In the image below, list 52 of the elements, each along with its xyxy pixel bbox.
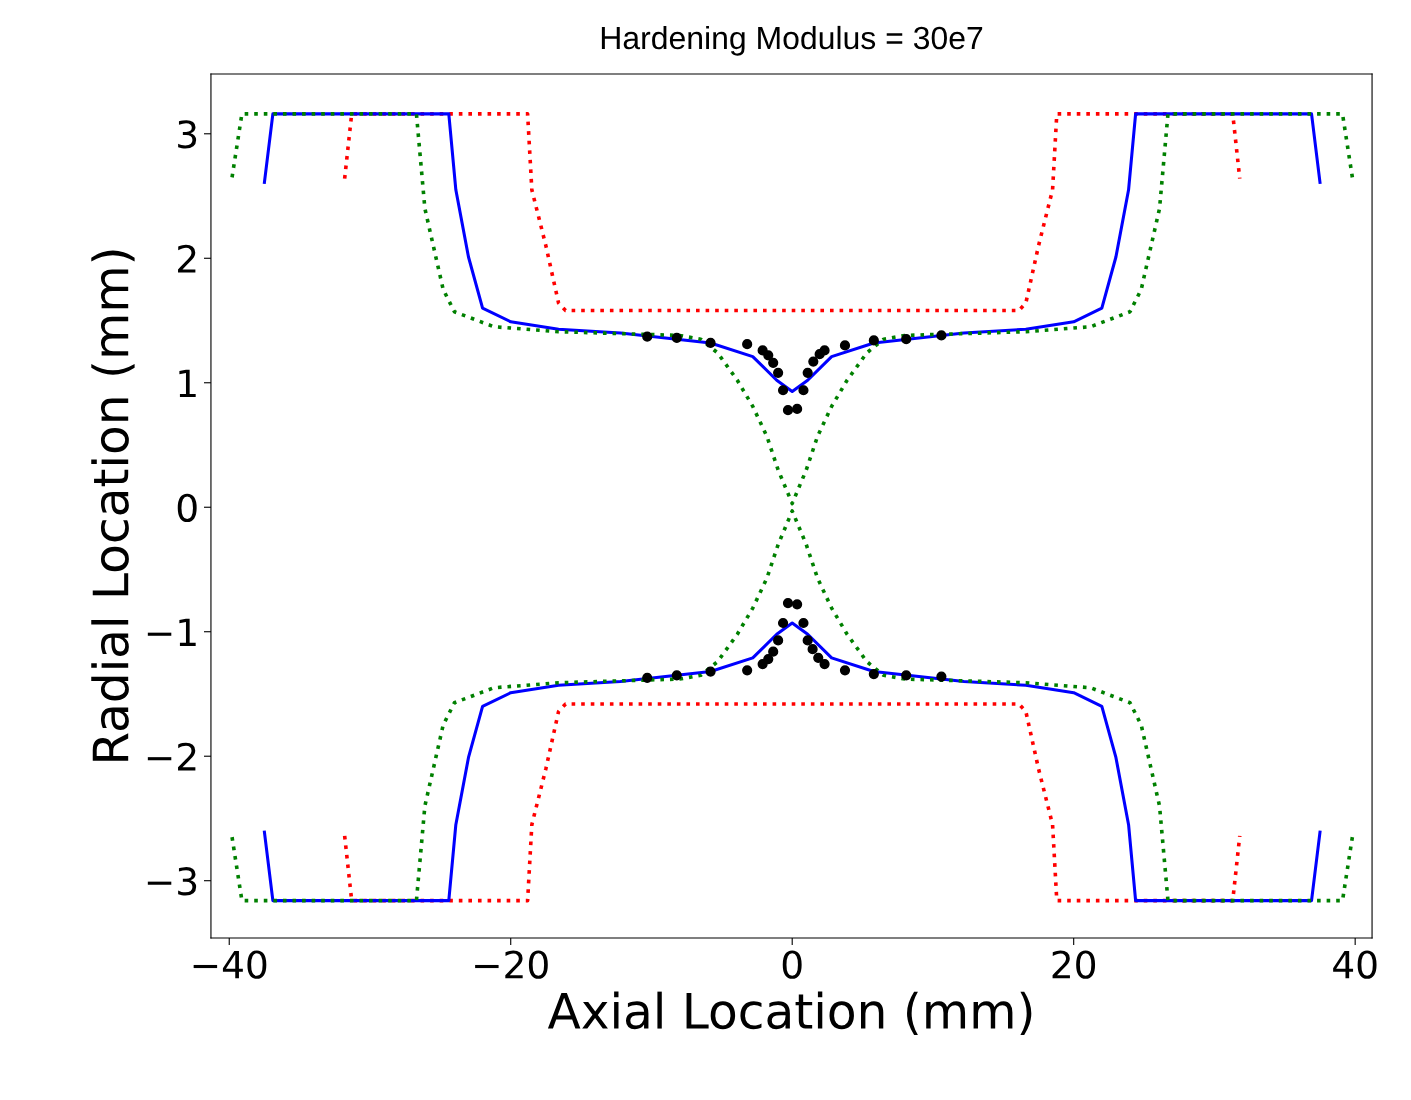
point	[671, 332, 682, 344]
y-axis-title: Radial Location (mm)	[91, 250, 135, 761]
point	[782, 405, 794, 416]
point	[807, 644, 818, 655]
point	[705, 337, 716, 349]
x-tick-label: −20	[475, 950, 548, 979]
point	[792, 403, 803, 414]
point	[773, 367, 784, 378]
y-tick-label: 2	[178, 244, 196, 273]
y-tick-label: 0	[177, 493, 197, 523]
point	[777, 617, 789, 629]
point	[777, 385, 789, 396]
point	[808, 356, 819, 367]
point	[802, 367, 813, 378]
chart-title: Hardening Modulus = 30e7	[601, 25, 983, 56]
point	[901, 334, 912, 345]
point	[819, 659, 830, 670]
point	[839, 665, 851, 676]
point	[792, 599, 803, 610]
point	[813, 652, 824, 663]
y-tick-label: 1	[179, 369, 196, 397]
point	[705, 666, 716, 677]
point	[868, 668, 879, 680]
y-tick-label: −1	[147, 618, 196, 646]
point	[936, 671, 947, 682]
point	[782, 598, 794, 609]
y-tick-label: −2	[147, 742, 196, 771]
point	[868, 335, 879, 346]
x-tick-label: 40	[1333, 950, 1377, 979]
x-tick-label: 0	[782, 950, 802, 979]
point	[936, 330, 947, 341]
y-tick-label: −3	[147, 867, 197, 896]
y-tick-label: 3	[178, 120, 197, 149]
point	[819, 345, 830, 356]
point	[768, 357, 779, 368]
point	[742, 339, 753, 350]
point	[671, 670, 682, 681]
point	[642, 672, 653, 683]
point	[763, 654, 774, 665]
point	[839, 340, 851, 351]
point	[642, 331, 653, 342]
point	[763, 350, 774, 361]
point	[802, 635, 813, 646]
x-tick-label: 20	[1052, 950, 1096, 979]
point	[798, 385, 809, 396]
point	[901, 670, 912, 681]
point	[773, 635, 784, 646]
point	[742, 665, 753, 676]
point	[768, 646, 779, 657]
point	[798, 617, 809, 629]
x-tick-label: −40	[193, 950, 267, 979]
x-axis-title: Axial Location (mm)	[547, 991, 1032, 1035]
